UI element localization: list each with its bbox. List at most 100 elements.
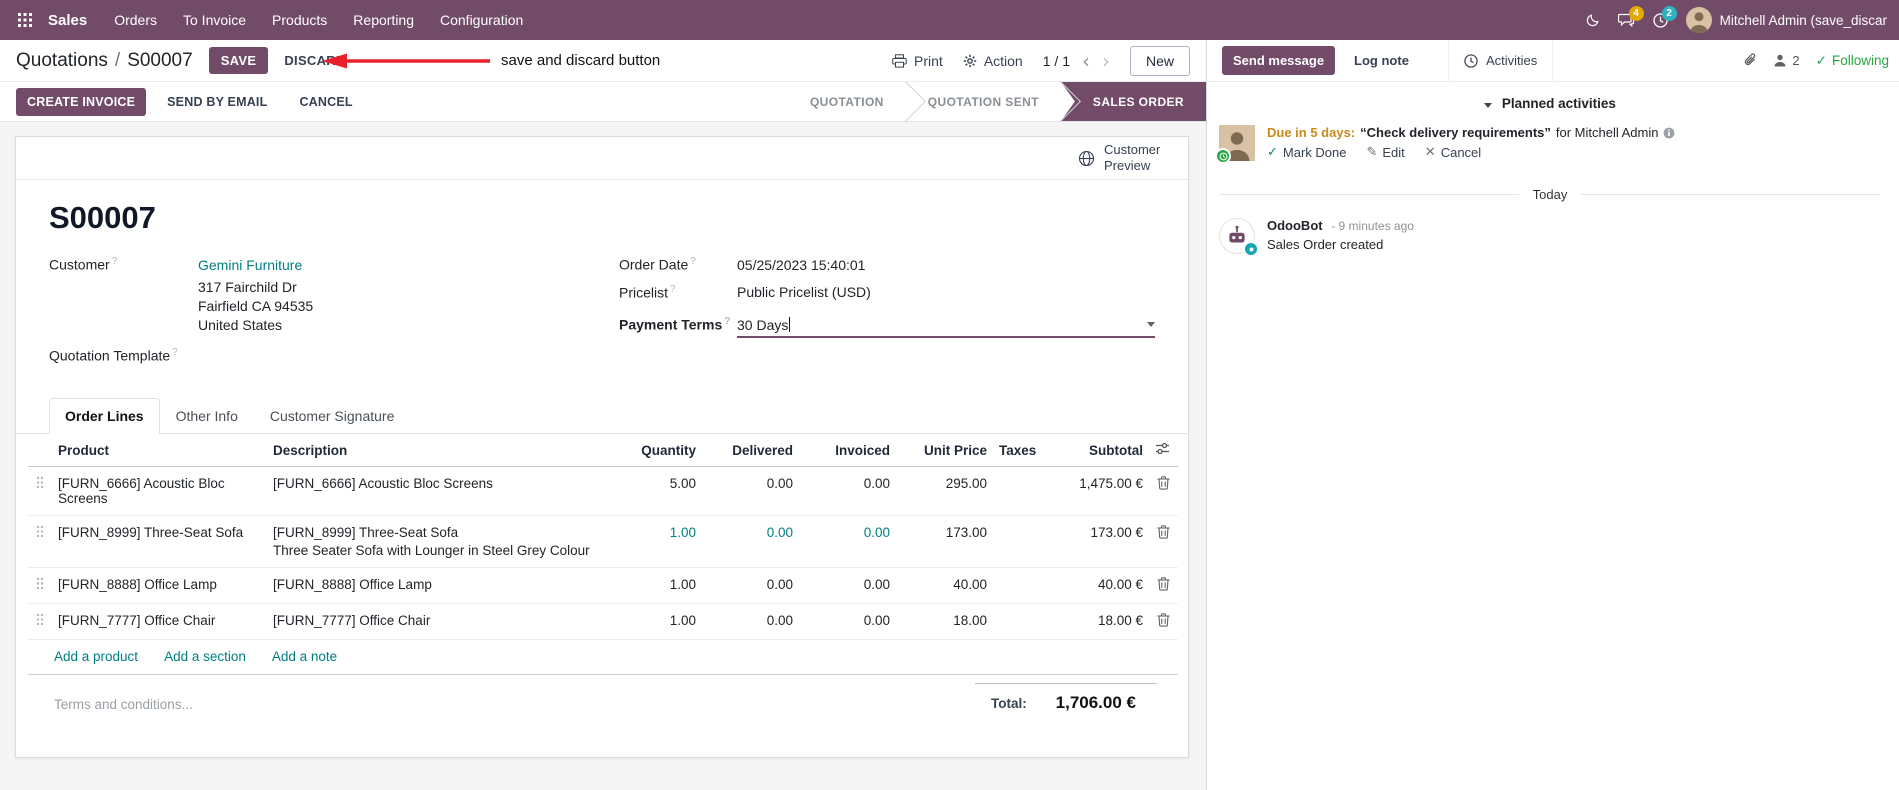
drag-handle-icon[interactable] (28, 515, 52, 568)
cancel-activity-button[interactable]: ✕ Cancel (1424, 145, 1482, 160)
activities-tab[interactable]: Activities (1447, 40, 1554, 81)
dropdown-caret-icon[interactable] (1147, 322, 1155, 328)
add-a-product-link[interactable]: Add a product (54, 649, 139, 665)
payment-terms-label: Payment Terms? (619, 316, 731, 333)
order-line-row[interactable]: [FURN_8999] Three-Seat Sofa [FURN_8999] … (28, 515, 1178, 568)
cell-invoiced: 0.00 (799, 567, 896, 604)
cell-product: [FURN_8888] Office Lamp (52, 567, 267, 604)
delete-row-icon[interactable] (1149, 467, 1178, 516)
save-button[interactable]: SAVE (208, 47, 269, 74)
print-button[interactable]: Print (892, 53, 943, 69)
message-author[interactable]: OdooBot (1267, 218, 1323, 233)
tab-other-info[interactable]: Other Info (175, 408, 238, 425)
apps-grid-icon[interactable] (12, 13, 38, 27)
menu-products[interactable]: Products (272, 12, 328, 28)
cancel-button[interactable]: CANCEL (288, 88, 363, 116)
paperclip-icon (1745, 52, 1756, 65)
planned-activities-header[interactable]: Planned activities (1219, 96, 1881, 111)
col-unit-price[interactable]: Unit Price (896, 434, 993, 468)
edit-activity-button[interactable]: ✎ Edit (1366, 145, 1405, 160)
form-sheet: Customer Preview S00007 Customer? Gemini… (15, 136, 1189, 758)
activities-clock-icon[interactable]: 2 (1653, 5, 1677, 28)
customer-link[interactable]: Gemini Furniture (198, 256, 303, 273)
order-lines-table: Product Description Quantity Delivered I… (28, 434, 1178, 676)
gear-icon (963, 54, 977, 67)
status-sales-order[interactable]: SALES ORDER (1060, 82, 1206, 121)
tab-customer-signature[interactable]: Customer Signature (269, 408, 395, 425)
add-a-section-link[interactable]: Add a section (164, 649, 246, 665)
sheet-footer: Terms and conditions... Total: 1,706.00 … (16, 675, 1188, 713)
menu-to-invoice[interactable]: To Invoice (183, 12, 247, 28)
annotation-text: save and discard button (501, 52, 661, 69)
mark-done-button[interactable]: ✓ Mark Done (1267, 145, 1347, 160)
col-delivered[interactable]: Delivered (702, 434, 799, 468)
action-button[interactable]: Action (963, 53, 1023, 69)
activity-clock-badge (1215, 148, 1231, 164)
user-menu[interactable]: Mitchell Admin (save_discar (1685, 7, 1887, 33)
create-invoice-button[interactable]: CREATE INVOICE (16, 87, 147, 116)
field-payment-terms: Payment Terms? 30 Days (619, 316, 1155, 338)
order-date-value[interactable]: 05/25/2023 15:40:01 (737, 256, 866, 273)
col-quantity[interactable]: Quantity (612, 434, 702, 468)
field-group-left: Customer? Gemini Furniture 317 Fairchild… (49, 256, 619, 374)
printer-icon (892, 53, 907, 68)
field-group-right: Order Date? 05/25/2023 15:40:01 Pricelis… (619, 256, 1155, 374)
menu-orders[interactable]: Orders (114, 12, 157, 28)
log-note-button[interactable]: Log note (1343, 46, 1420, 75)
cell-description: [FURN_8888] Office Lamp (267, 567, 612, 604)
order-line-row[interactable]: [FURN_8888] Office Lamp [FURN_8888] Offi… (28, 567, 1178, 604)
payment-terms-input[interactable]: 30 Days (737, 317, 1155, 338)
order-line-row[interactable]: [FURN_6666] Acoustic Bloc Screens [FURN_… (28, 467, 1178, 516)
col-invoiced[interactable]: Invoiced (799, 434, 896, 468)
send-message-button[interactable]: Send message (1222, 46, 1336, 75)
drag-handle-icon[interactable] (28, 603, 52, 640)
dark-mode-moon-icon[interactable] (1586, 13, 1600, 27)
pager-prev-icon[interactable]: ‹ (1081, 48, 1090, 73)
help-marker: ? (111, 256, 118, 267)
add-a-note-link[interactable]: Add a note (271, 649, 338, 665)
field-order-date: Order Date? 05/25/2023 15:40:01 (619, 256, 1155, 273)
pricelist-value[interactable]: Public Pricelist (USD) (737, 284, 871, 301)
menu-reporting[interactable]: Reporting (353, 12, 414, 28)
message-content: OdooBot - 9 minutes ago Sales Order crea… (1267, 218, 1414, 254)
status-quotation-sent[interactable]: QUOTATION SENT (905, 82, 1061, 121)
menu-configuration[interactable]: Configuration (440, 12, 524, 28)
cell-unit-price: 173.00 (896, 515, 993, 568)
breadcrumb-quotations[interactable]: Quotations (16, 49, 108, 71)
new-button[interactable]: New (1129, 45, 1190, 76)
followers-button[interactable]: 2 (1773, 53, 1800, 68)
terms-and-conditions-placeholder[interactable]: Terms and conditions... (54, 697, 193, 713)
cell-description: [FURN_8999] Three-Seat Sofa Three Seater… (267, 515, 612, 568)
tab-order-lines[interactable]: Order Lines (49, 398, 160, 435)
col-description[interactable]: Description (267, 434, 612, 468)
form-view-background: Customer Preview S00007 Customer? Gemini… (0, 122, 1206, 790)
optional-columns-icon[interactable] (1149, 434, 1178, 468)
attachments-button[interactable] (1743, 52, 1757, 70)
delete-row-icon[interactable] (1149, 603, 1178, 640)
col-taxes[interactable]: Taxes (993, 434, 1053, 468)
send-by-email-button[interactable]: SEND BY EMAIL (156, 88, 278, 116)
messages-icon[interactable]: 4 (1617, 5, 1644, 28)
delete-row-icon[interactable] (1149, 515, 1178, 568)
info-icon[interactable] (1663, 127, 1675, 139)
customer-preview-button[interactable]: Customer Preview (1072, 140, 1176, 175)
col-subtotal[interactable]: Subtotal (1053, 434, 1149, 468)
order-line-row[interactable]: [FURN_7777] Office Chair [FURN_7777] Off… (28, 603, 1178, 640)
cell-delivered: 0.00 (702, 603, 799, 640)
control-panel: Quotations / S00007 SAVE DISCARD save an… (0, 40, 1206, 82)
date-divider-label: Today (1532, 187, 1568, 202)
total-box: Total: 1,706.00 € (975, 683, 1157, 713)
record-title: S00007 (49, 200, 156, 235)
status-quotation[interactable]: QUOTATION (787, 82, 906, 121)
description-line2: Three Seater Sofa with Lounger in Steel … (273, 543, 590, 559)
form-column: Quotations / S00007 SAVE DISCARD save an… (0, 40, 1206, 790)
app-name[interactable]: Sales (48, 11, 88, 29)
pager-next-icon[interactable]: › (1101, 48, 1110, 73)
following-toggle[interactable]: ✓ Following (1815, 52, 1889, 69)
drag-handle-icon[interactable] (28, 467, 52, 516)
drag-handle-icon[interactable] (28, 567, 52, 604)
col-product[interactable]: Product (52, 434, 267, 468)
delete-row-icon[interactable] (1149, 567, 1178, 604)
discard-button[interactable]: DISCARD (274, 47, 355, 74)
cell-quantity: 5.00 (669, 476, 696, 492)
